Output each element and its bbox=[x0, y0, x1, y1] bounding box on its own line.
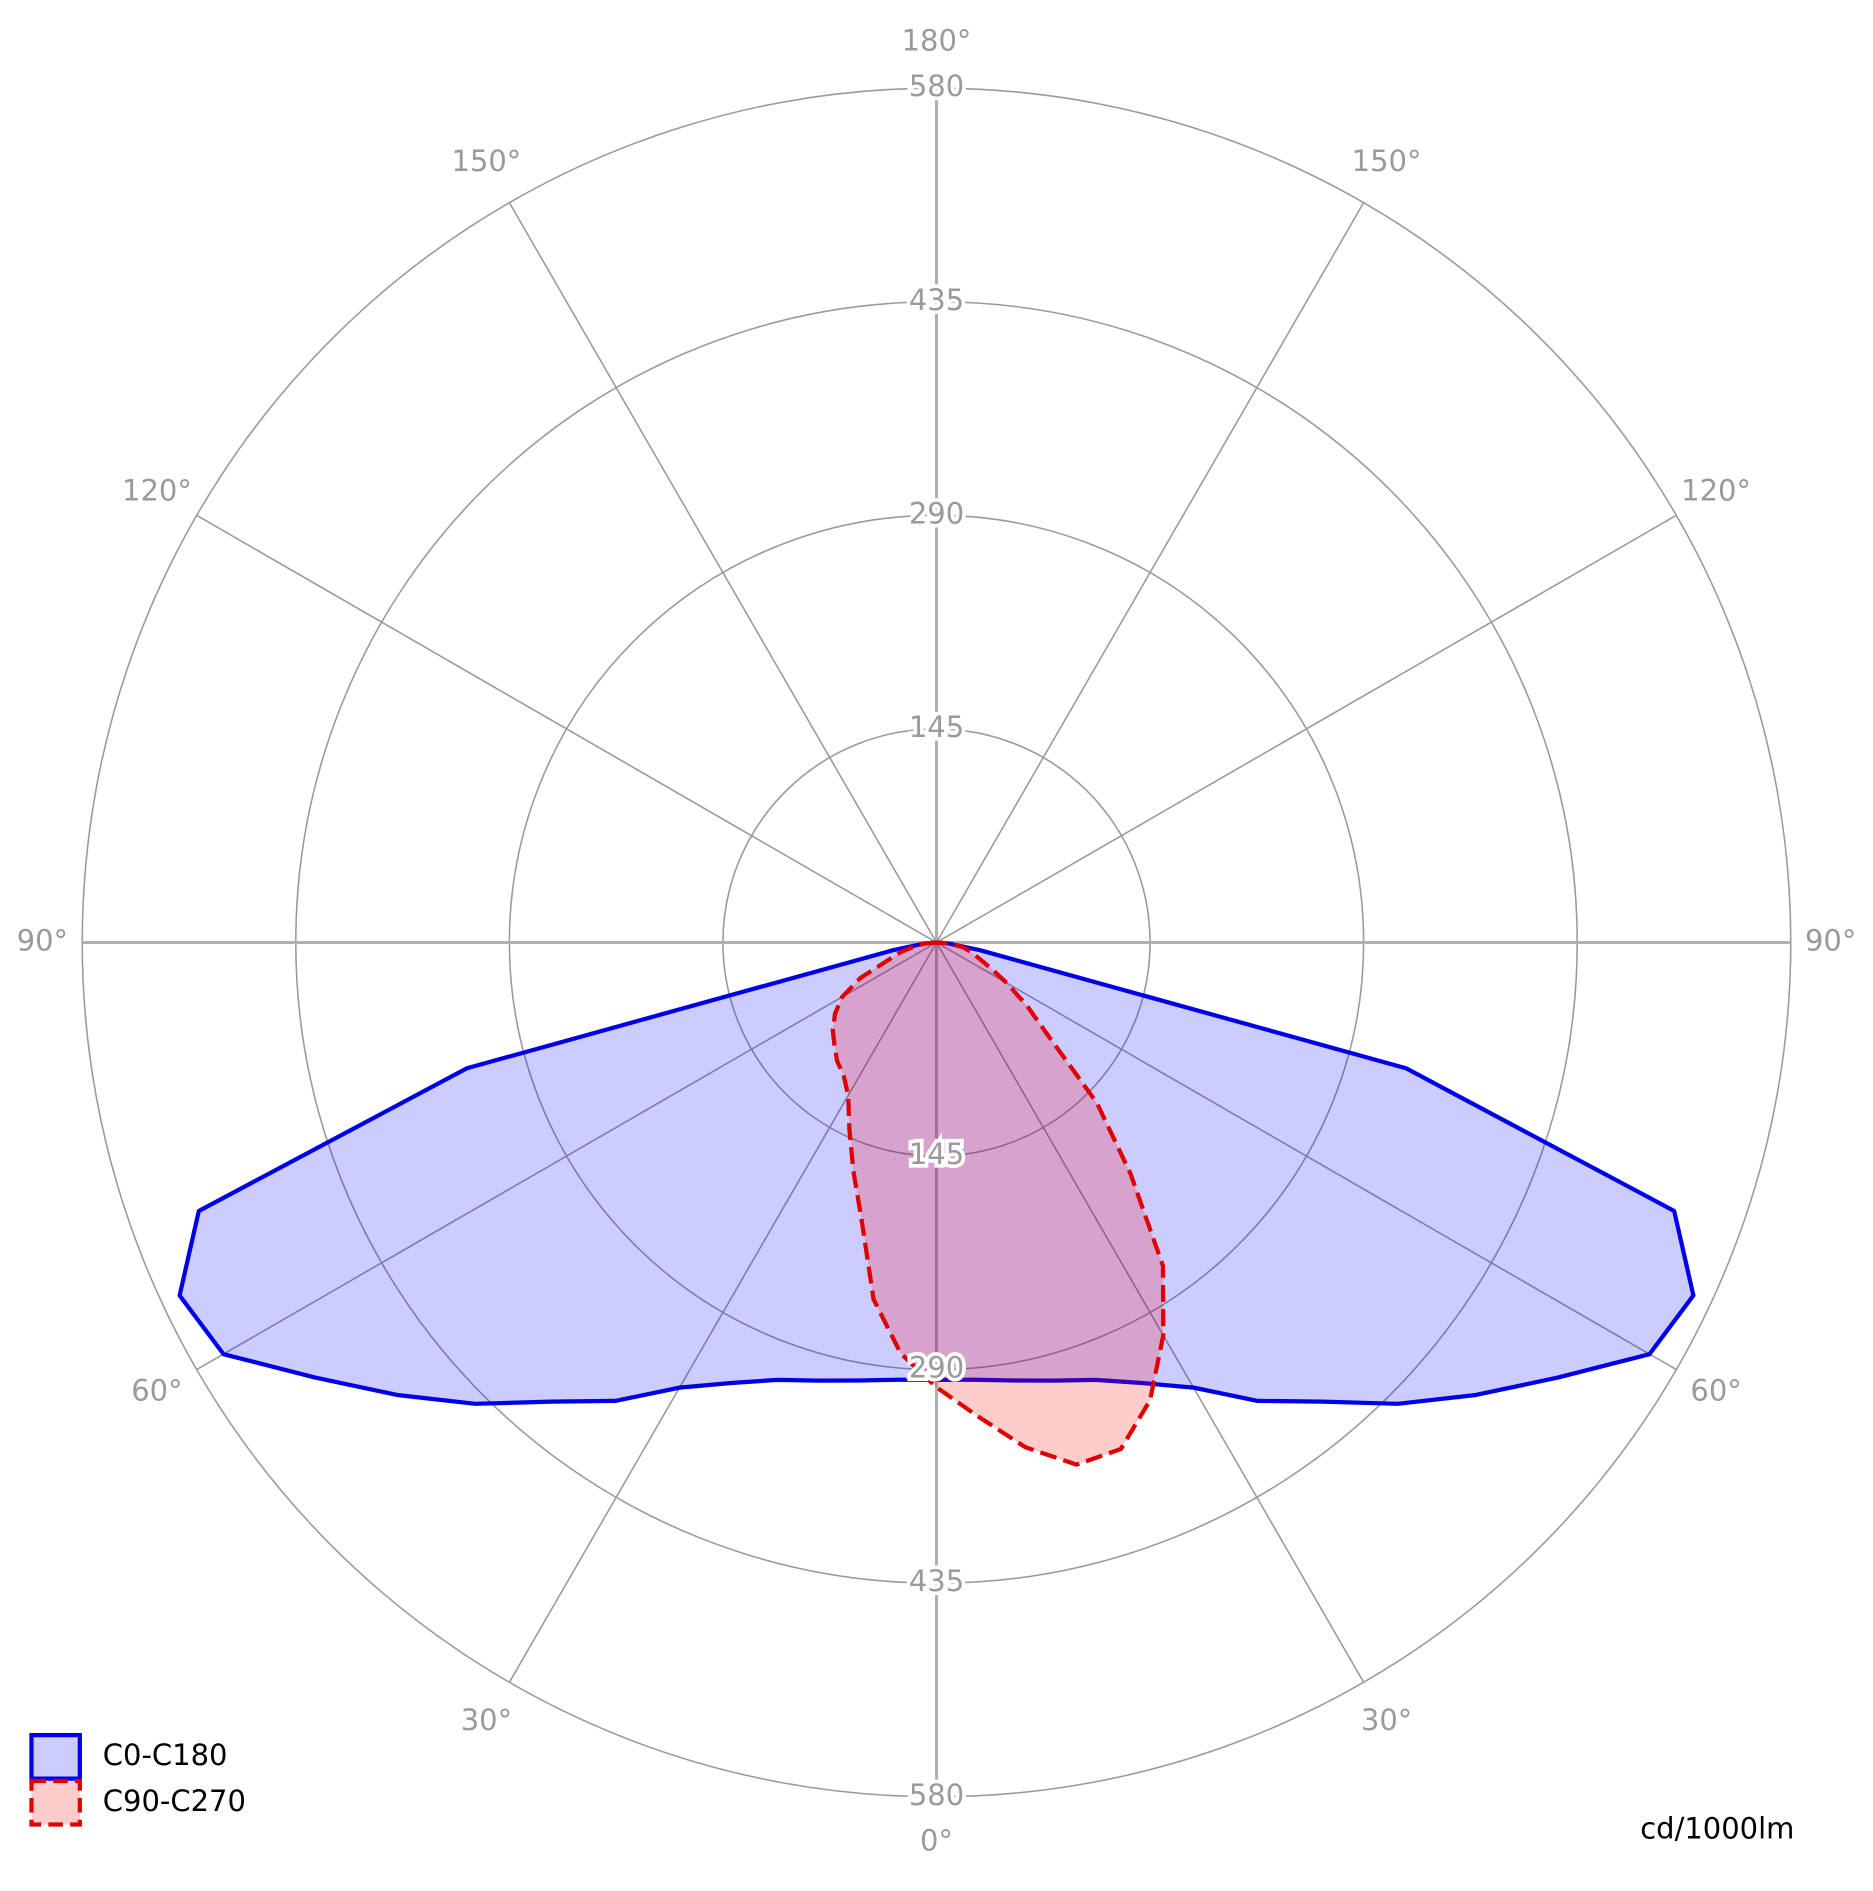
legend-swatch bbox=[29, 1733, 82, 1781]
angle-label: 60° bbox=[131, 1374, 182, 1408]
angle-label: 150° bbox=[1352, 144, 1422, 178]
angle-label: 90° bbox=[17, 923, 68, 957]
grid-spoke bbox=[508, 202, 938, 943]
series-area bbox=[177, 940, 1696, 1406]
grid-spoke bbox=[196, 941, 937, 1371]
angle-label: 30° bbox=[461, 1703, 512, 1737]
angle-label: 120° bbox=[122, 473, 192, 507]
legend-label: C0-C180 bbox=[103, 1738, 228, 1772]
angle-label: 60° bbox=[1690, 1374, 1741, 1408]
grid-spoke bbox=[936, 941, 1677, 1371]
r-tick-label: 290 bbox=[909, 1351, 964, 1385]
r-tick-label: 580 bbox=[909, 69, 964, 103]
angle-label: 150° bbox=[451, 144, 521, 178]
r-tick-label: 435 bbox=[909, 283, 964, 317]
legend-label: C90-C270 bbox=[103, 1784, 246, 1818]
angle-label: 90° bbox=[1805, 923, 1856, 957]
r-tick-label: 435 bbox=[909, 1564, 964, 1598]
r-tick-label: 290 bbox=[909, 496, 964, 530]
angle-label: 120° bbox=[1681, 473, 1751, 507]
grid-spoke bbox=[936, 514, 1677, 944]
unit-label: cd/1000lm bbox=[1640, 1812, 1794, 1846]
r-tick-label: 580 bbox=[909, 1778, 964, 1812]
r-tick-label: 145 bbox=[909, 710, 964, 744]
angle-label: 180° bbox=[902, 23, 972, 57]
grid-spoke bbox=[508, 942, 938, 1683]
grid-spoke bbox=[935, 942, 1365, 1683]
angle-label: 30° bbox=[1361, 1703, 1412, 1737]
grid-spoke bbox=[935, 202, 1365, 943]
series-area bbox=[830, 940, 1166, 1467]
grid-spoke bbox=[196, 514, 937, 944]
legend-swatch bbox=[29, 1778, 82, 1827]
r-tick-label: 145 bbox=[909, 1137, 964, 1171]
angle-label: 0° bbox=[920, 1824, 953, 1858]
